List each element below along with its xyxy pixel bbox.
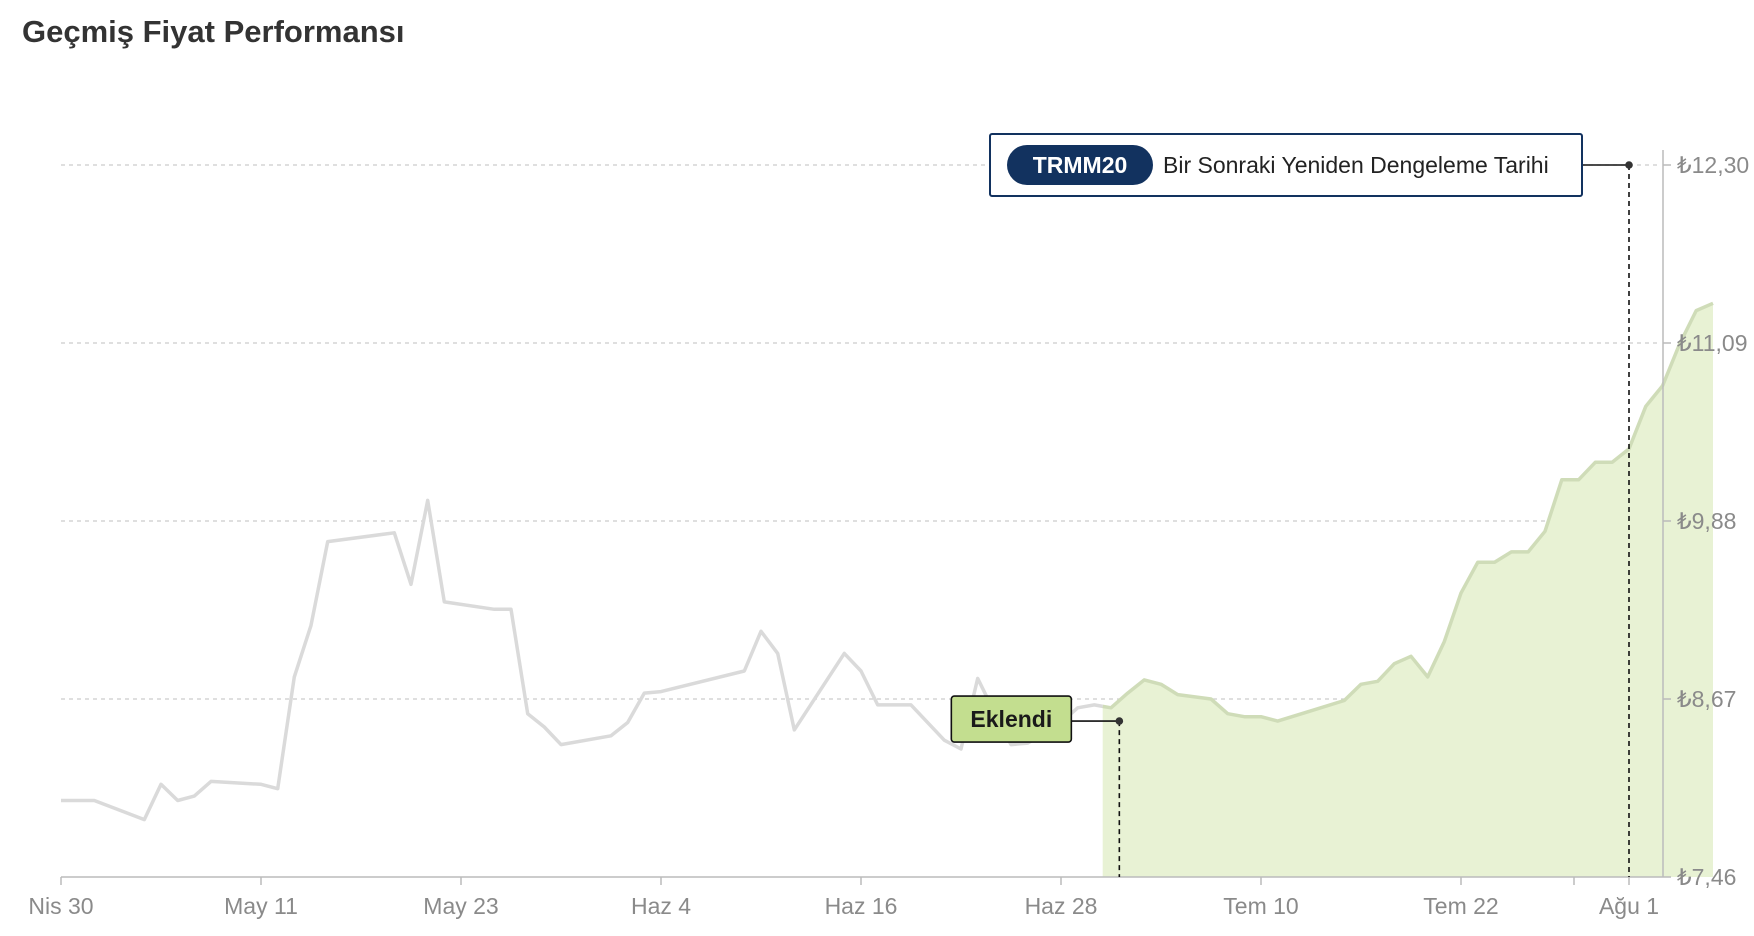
y-tick-label: ₺11,09	[1677, 330, 1747, 356]
x-tick-label: May 11	[224, 893, 298, 919]
x-tick-label: Tem 22	[1423, 893, 1498, 919]
x-tick-label: Haz 16	[825, 893, 898, 919]
grid-lines	[61, 164, 1660, 700]
y-axis-ticks: ₺7,46 ₺8,67 ₺9,88 ₺11,09 ₺12,30	[1663, 152, 1749, 890]
y-tick-label: ₺12,30	[1677, 152, 1749, 178]
ticker-badge	[1007, 145, 1153, 185]
rebalance-marker-dot	[1625, 161, 1633, 169]
x-tick-label: Ağu 1	[1599, 893, 1659, 919]
price-line-after	[1102, 301, 1714, 723]
rebalance-label: Bir Sonraki Yeniden Dengeleme Tarihi	[1163, 152, 1549, 178]
y-tick-label: ₺8,67	[1677, 686, 1736, 712]
x-tick-label: Tem 10	[1223, 893, 1298, 919]
y-tick-label: ₺9,88	[1677, 508, 1736, 534]
added-label-box	[950, 695, 1073, 743]
page-title: Geçmiş Fiyat Performansı	[22, 14, 405, 49]
x-axis-ticks: Nis 30 May 11 May 23 Haz 4 Haz 16 Haz 28 Tem 1…	[28, 877, 1659, 919]
ticker-badge-label: TRMM20	[1033, 152, 1128, 178]
price-line-before	[61, 498, 1104, 822]
price-lines	[61, 301, 1714, 822]
x-tick-label: May 23	[423, 893, 498, 919]
x-tick-label: Haz 4	[631, 893, 691, 919]
highlight-area-fill	[1102, 303, 1713, 877]
markers: Eklendi TRMM20 Bir Sonraki Yeniden Dengele…	[950, 133, 1633, 877]
x-tick-label: Haz 28	[1025, 893, 1098, 919]
y-tick-label: ₺7,46	[1677, 864, 1736, 890]
added-label: Eklendi	[970, 706, 1052, 732]
x-tick-label: Nis 30	[28, 893, 93, 919]
axes	[61, 150, 1664, 878]
added-marker-dot	[1115, 717, 1124, 725]
highlight-area	[1102, 303, 1713, 877]
